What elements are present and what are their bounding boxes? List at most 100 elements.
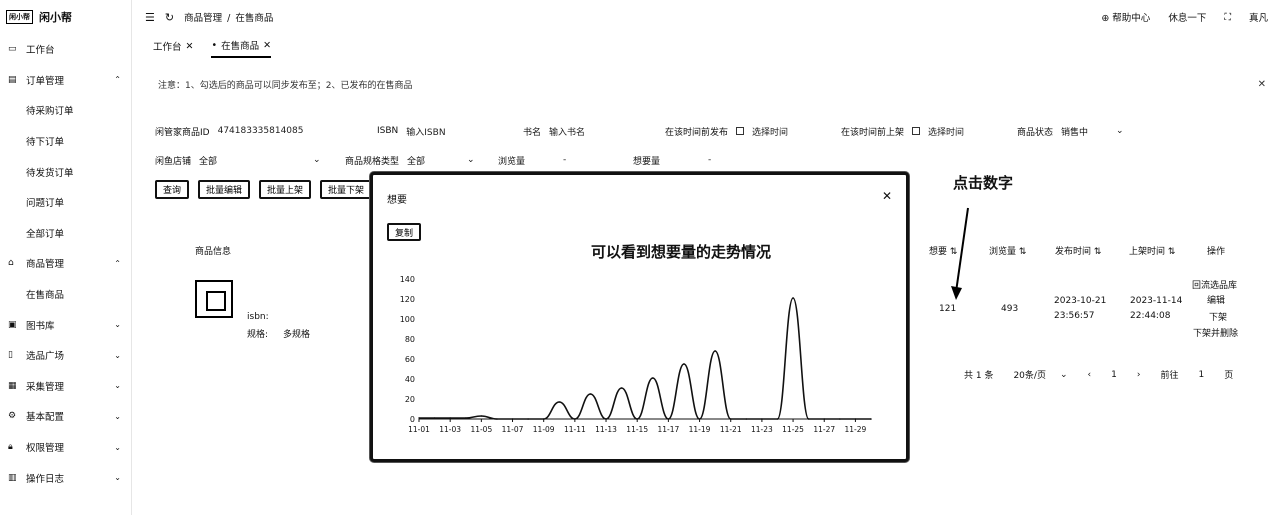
col-views[interactable]: 浏览量 ⇅ xyxy=(989,247,1027,257)
sidebar-item-5[interactable]: 问题订单 xyxy=(0,187,131,218)
sidebar-item-label: 采集管理 xyxy=(26,381,65,393)
calendar-icon xyxy=(912,127,921,135)
sidebar-item-4[interactable]: 待发货订单 xyxy=(0,156,131,187)
pagination: 共 1 条 20条/页 ⌄ ‹ 1 › 前往 1 页 xyxy=(964,368,1233,382)
x-tick-label: 11-11 xyxy=(564,425,586,434)
views-range-input[interactable]: - xyxy=(563,155,567,165)
sidebar-item-11[interactable]: ▦ 采集管理 ⌄ xyxy=(0,371,131,402)
listed-date: 2023-11-14 xyxy=(1130,296,1183,306)
listed-time: 22:44:08 xyxy=(1130,311,1171,321)
data-point xyxy=(745,418,748,420)
lock-icon: 🔒︎ xyxy=(8,442,13,453)
data-point xyxy=(542,418,545,420)
menu-fold-icon[interactable]: ☰ xyxy=(145,10,155,24)
chevron-down-icon: ⌄ xyxy=(114,381,121,391)
x-tick-label: 11-01 xyxy=(408,425,430,434)
isbn-input[interactable]: 输入ISBN xyxy=(406,127,446,138)
batch-edit-button[interactable]: 批量编辑 xyxy=(198,180,251,199)
want-count-link[interactable]: 121 xyxy=(939,304,957,314)
sidebar-item-label: 订单管理 xyxy=(26,75,65,87)
sidebar-item-6[interactable]: 全部订单 xyxy=(0,218,131,249)
sort-icon[interactable]: ⇅ xyxy=(949,247,958,257)
sidebar-item-0[interactable]: ▭ 工作台 xyxy=(0,34,131,65)
data-point xyxy=(683,363,685,365)
batch-list-button[interactable]: 批量上架 xyxy=(259,180,312,199)
sidebar-item-13[interactable]: 🔒︎ 权限管理 ⌄ xyxy=(0,432,131,463)
tab-workbench[interactable]: 工作台 ✕ xyxy=(153,39,193,57)
tab-onsale-label: 在售商品 xyxy=(221,41,260,52)
prev-page-icon[interactable]: ‹ xyxy=(1087,369,1092,380)
sort-icon[interactable]: ⇅ xyxy=(1093,247,1102,257)
sidebar-item-label: 工作台 xyxy=(26,45,55,57)
sidebar-item-label: 问题订单 xyxy=(26,198,65,210)
sidebar-item-label: 图书库 xyxy=(26,320,55,332)
sidebar-item-1[interactable]: ▤ 订单管理 ⌃ xyxy=(0,65,131,96)
col-want[interactable]: 想要 ⇅ xyxy=(929,247,958,257)
col-published[interactable]: 发布时间 ⇅ xyxy=(1055,247,1102,257)
views-count[interactable]: 493 xyxy=(1001,304,1019,314)
x-tick-label: 11-23 xyxy=(751,425,773,434)
copy-button[interactable]: 复制 xyxy=(387,223,422,241)
sidebar-item-14[interactable]: ▥ 操作日志 ⌄ xyxy=(0,462,131,493)
modal-title: 想要 xyxy=(387,195,407,206)
publish-time-picker[interactable]: 选择时间 xyxy=(752,127,789,138)
delist-link[interactable]: 下架 xyxy=(1209,313,1228,323)
shop-select[interactable]: 全部 ⌄ xyxy=(199,155,321,167)
data-point xyxy=(574,418,576,420)
x-tick-label: 11-03 xyxy=(439,425,461,434)
filter-product-id: 闲管家商品ID 474183335814085 xyxy=(155,126,304,138)
batch-delist-button[interactable]: 批量下架 xyxy=(320,180,373,199)
tab-onsale[interactable]: • 在售商品 ✕ xyxy=(211,38,272,58)
filter-row-2: 闲鱼店铺 全部 ⌄ 商品规格类型 全部 ⌄ 浏览量 - 想要量 - xyxy=(155,151,1260,169)
rest-link[interactable]: 休息一下 xyxy=(1168,13,1207,24)
data-point xyxy=(605,418,607,420)
wants-range-input[interactable]: - xyxy=(708,155,712,165)
chevron-up-icon: ⌃ xyxy=(114,75,121,85)
sidebar-item-3[interactable]: 待下订单 xyxy=(0,126,131,157)
refresh-icon[interactable]: ↻ xyxy=(164,10,175,24)
data-point xyxy=(839,418,841,420)
close-icon[interactable]: ✕ xyxy=(263,39,272,51)
breadcrumb-item-goods[interactable]: 商品管理 xyxy=(184,13,223,24)
close-icon[interactable]: ✕ xyxy=(1257,78,1266,90)
sort-icon[interactable]: ⇅ xyxy=(1167,247,1176,257)
x-tick-label: 11-15 xyxy=(626,425,648,434)
product-id-input[interactable]: 474183335814085 xyxy=(217,126,304,136)
goto-page-input[interactable]: 1 xyxy=(1198,369,1205,380)
sidebar-item-12[interactable]: ⚙ 基本配置 ⌄ xyxy=(0,401,131,432)
list-time-picker[interactable]: 选择时间 xyxy=(928,127,965,138)
data-point xyxy=(714,350,716,352)
col-actions: 操作 xyxy=(1207,247,1226,257)
delist-delete-link[interactable]: 下架并删除 xyxy=(1193,329,1239,339)
page-number[interactable]: 1 xyxy=(1111,369,1117,380)
sidebar-item-8[interactable]: 在售商品 xyxy=(0,279,131,310)
phone-icon: ▯ xyxy=(8,350,13,361)
user-menu[interactable]: 真凡 xyxy=(1248,13,1268,24)
status-select[interactable]: 销售中 ⌄ xyxy=(1061,126,1124,138)
data-point xyxy=(418,417,420,419)
page-size-select[interactable]: 20条/页 ⌄ xyxy=(1013,369,1068,382)
next-page-icon[interactable]: › xyxy=(1136,369,1141,380)
help-center-link[interactable]: ⊕ 帮助中心 xyxy=(1101,13,1151,24)
chevron-down-icon: ⌄ xyxy=(114,411,121,421)
sidebar: 闲小帮 闲小帮 ▭ 工作台 ▤ 订单管理 ⌃ 待采购订单 待下订单 待发货订单 问题订单 全部订单… xyxy=(0,0,132,515)
close-icon[interactable]: ✕ xyxy=(881,189,892,203)
sidebar-item-10[interactable]: ▯ 选品广场 ⌄ xyxy=(0,340,131,371)
sort-icon[interactable]: ⇅ xyxy=(1018,247,1027,257)
sidebar-item-2[interactable]: 待采购订单 xyxy=(0,95,131,126)
col-listed[interactable]: 上架时间 ⇅ xyxy=(1129,247,1176,257)
product-thumbnail[interactable] xyxy=(195,280,233,318)
annotation-arrow-icon xyxy=(951,207,969,300)
x-tick-label: 11-27 xyxy=(813,425,835,434)
close-icon[interactable]: ✕ xyxy=(185,40,194,52)
edit-link[interactable]: 编辑 xyxy=(1207,296,1226,306)
book-title-input[interactable]: 输入书名 xyxy=(549,127,586,138)
fullscreen-icon[interactable]: ⛶ xyxy=(1224,11,1231,23)
return-to-library-link[interactable]: 回流选品库 xyxy=(1192,281,1238,291)
filter-spec-type: 商品规格类型 全部 ⌄ xyxy=(345,155,475,167)
sidebar-item-9[interactable]: ▣ 图书库 ⌄ xyxy=(0,309,131,340)
spec-type-select[interactable]: 全部 ⌄ xyxy=(407,155,475,167)
monitor-icon: ▭ xyxy=(8,44,17,55)
sidebar-item-7[interactable]: ⌂ 商品管理 ⌃ xyxy=(0,248,131,279)
query-button[interactable]: 查询 xyxy=(155,180,190,199)
